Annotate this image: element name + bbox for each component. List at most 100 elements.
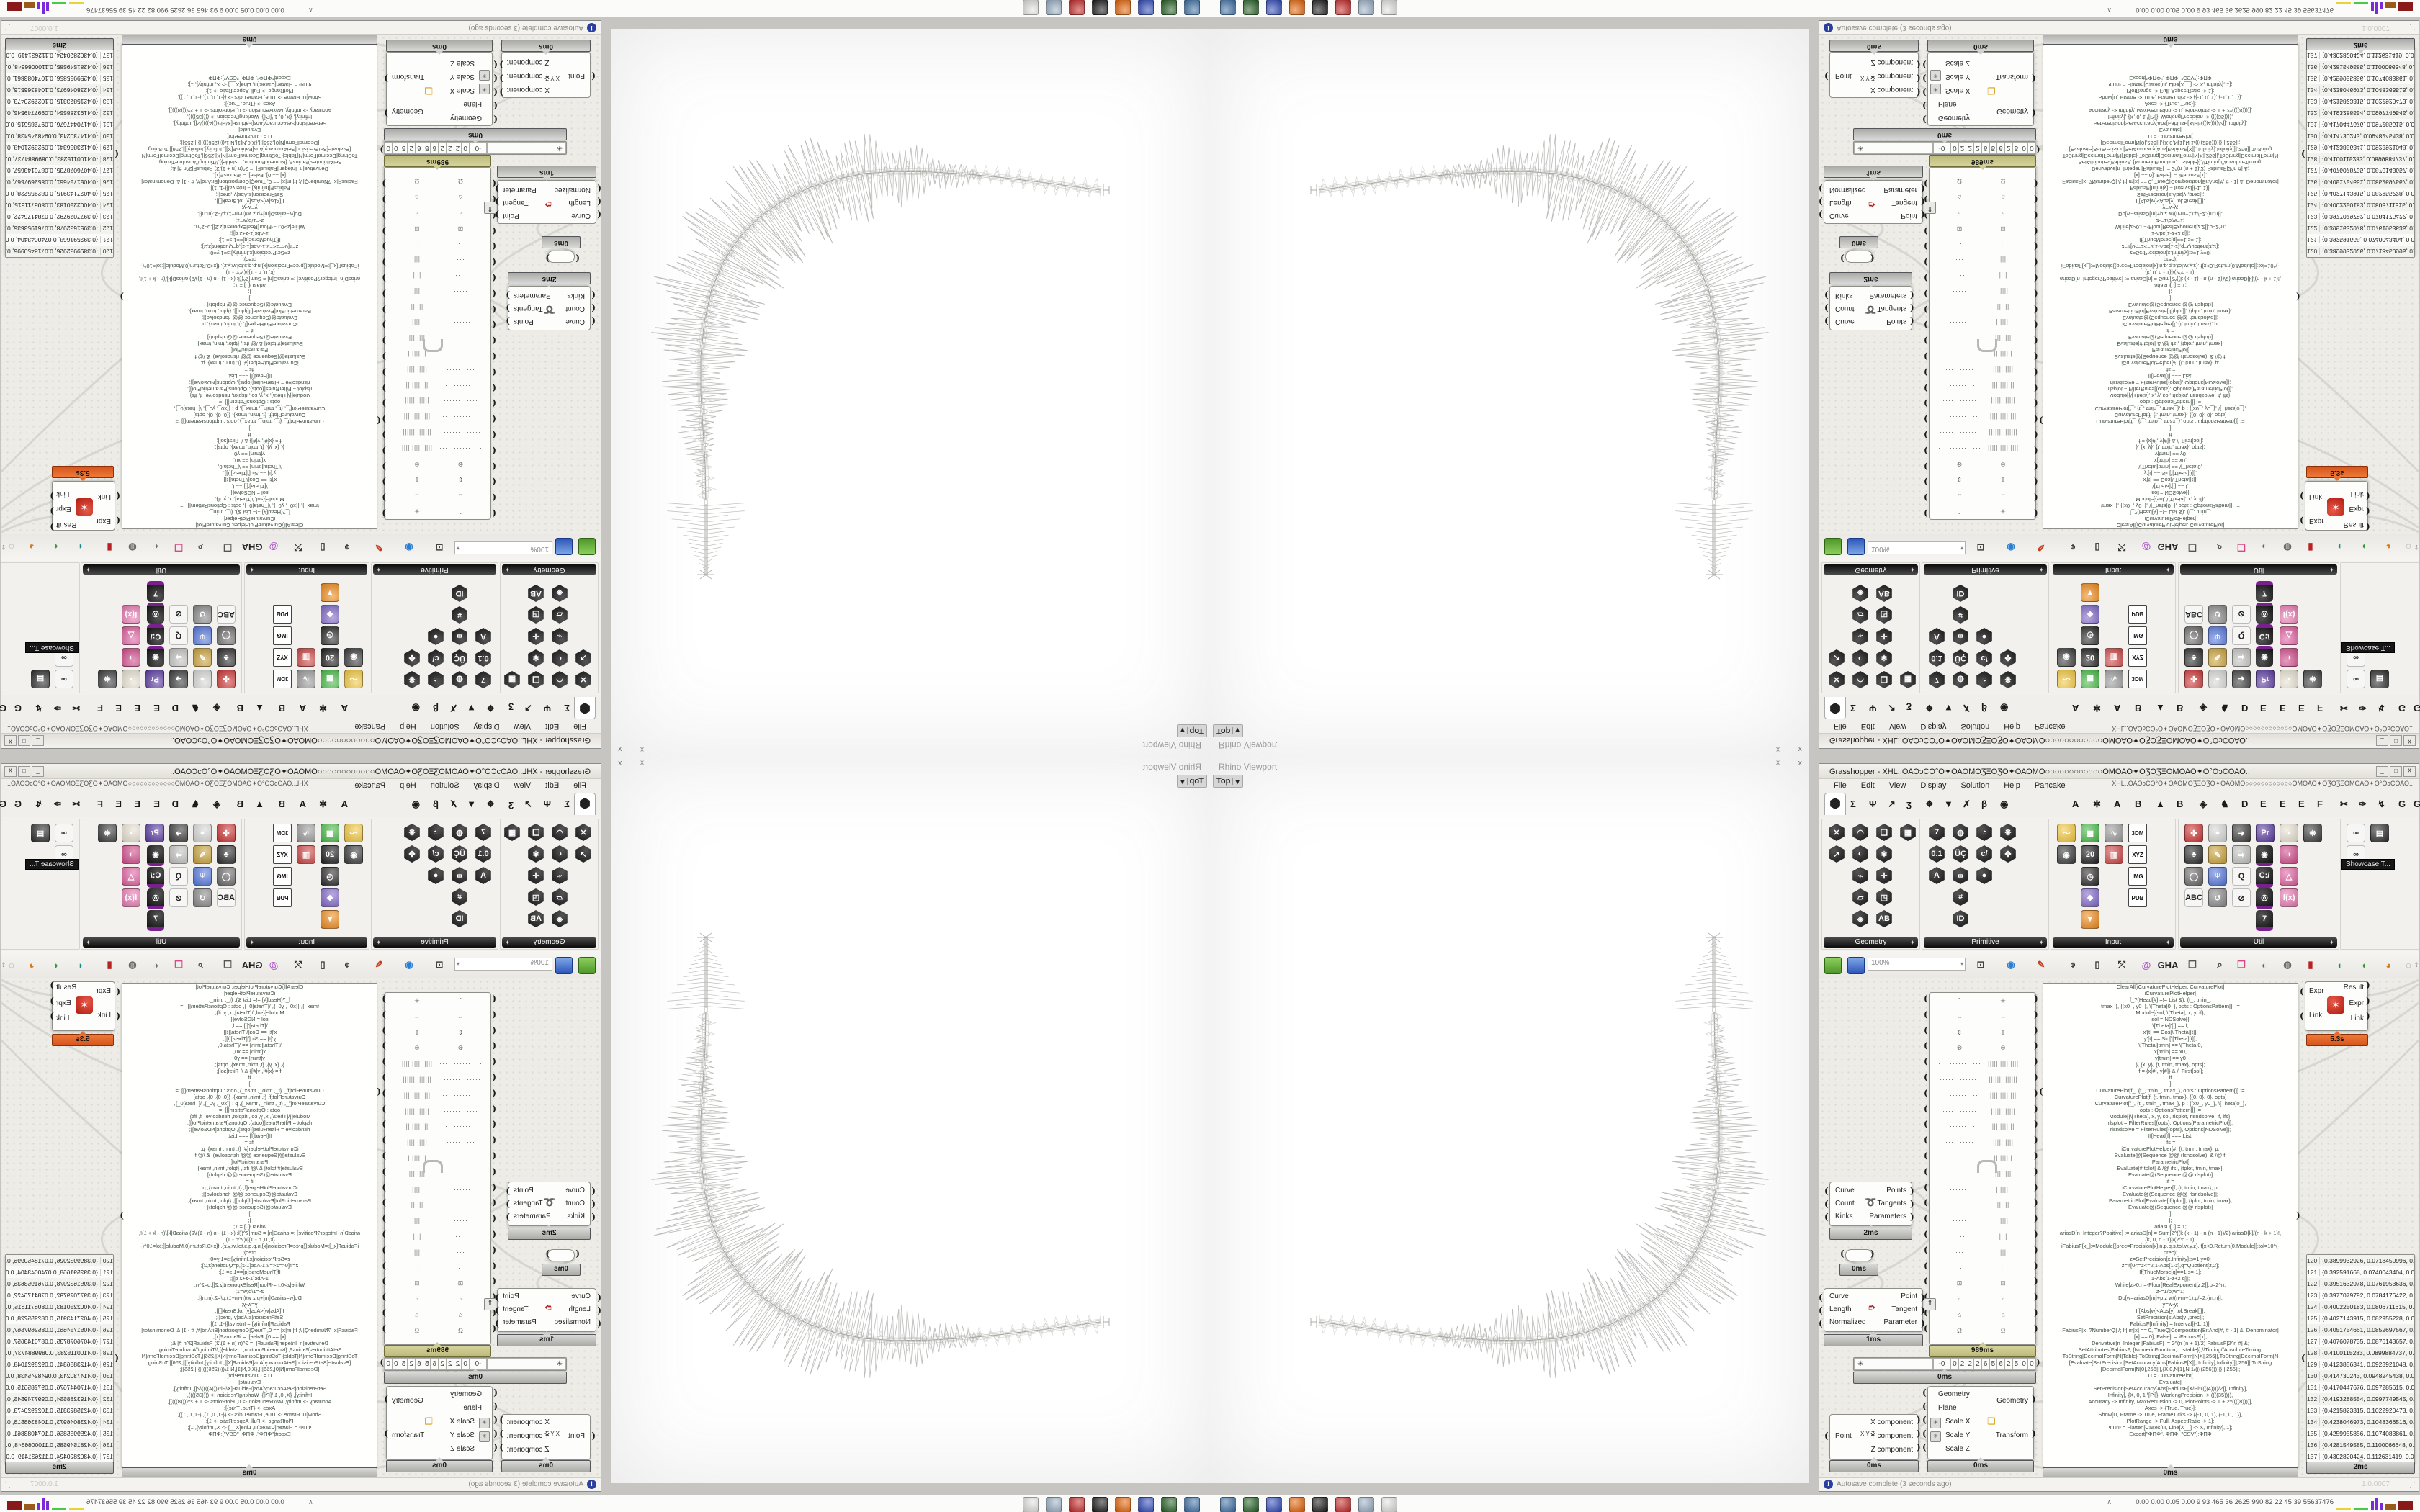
component-icon[interactable]: C:/ — [2256, 867, 2273, 888]
input-grip[interactable]: ( — [493, 101, 498, 111]
teal-jug-icon[interactable]: ◖ — [2336, 541, 2342, 553]
tab-addon[interactable]: ✲ — [2093, 798, 2101, 809]
component-icon[interactable]: ▦ — [1900, 824, 1916, 841]
scroll-grip-icon[interactable]: ⇕ — [1, 544, 6, 552]
tab-addon[interactable]: D — [2241, 798, 2249, 809]
tab-category-icon[interactable]: ʒ — [508, 798, 514, 809]
component-icon[interactable]: ▱ — [551, 606, 568, 624]
panel-menu-arrow[interactable]: ✦ — [2165, 566, 2171, 573]
output-grip[interactable]: ) — [382, 225, 386, 236]
green-jug-icon[interactable]: ◖ — [53, 959, 59, 971]
component-icon[interactable]: ▼ — [2081, 583, 2099, 602]
input-grip[interactable]: ( — [115, 1353, 119, 1363]
tab-addon[interactable]: ✲ — [319, 798, 327, 809]
deconstruct-point-component[interactable]: Point X component Y component Z component X … — [501, 52, 591, 98]
input-grip[interactable]: ( — [493, 60, 498, 70]
maximize-button[interactable]: □ — [18, 766, 30, 777]
output-grip[interactable]: ) — [382, 1182, 386, 1192]
menu-item-help[interactable]: Help — [2004, 781, 2020, 790]
maximize-button[interactable]: □ — [18, 735, 30, 746]
output-grip[interactable]: ) — [50, 980, 54, 990]
teal-jug-icon[interactable]: ◖ — [2336, 959, 2342, 971]
output-grip[interactable]: ) — [1917, 1415, 1921, 1425]
output-grip[interactable]: ) — [382, 1323, 386, 1333]
input-grip[interactable]: ( — [493, 1415, 498, 1425]
component-icon[interactable]: ● — [427, 867, 444, 884]
component-icon[interactable]: PDB — [2128, 888, 2147, 907]
component-icon[interactable]: ✕ — [575, 671, 592, 688]
output-grip[interactable]: ) — [382, 1056, 386, 1067]
input-grip[interactable]: ( — [591, 1212, 596, 1222]
component-icon[interactable]: ▤ — [31, 670, 50, 688]
component-icon[interactable]: ⇹ — [1952, 628, 1969, 645]
window-tool[interactable] — [1046, 1497, 1062, 1512]
axes-widget-icon[interactable]: ⤱ — [294, 959, 302, 970]
component-icon[interactable]: ↺ — [2208, 888, 2227, 907]
scroller-digit-cell[interactable]: 2 — [407, 142, 416, 154]
tab-addon[interactable]: ↯ — [35, 703, 42, 714]
input-grip[interactable]: ( — [1922, 87, 1927, 97]
black-fox-app[interactable] — [1092, 1497, 1108, 1512]
point-list-panel[interactable]: 120 {0.3899932926, 0.0718450996, 0.0} 121{… — [2306, 1254, 2415, 1463]
component-icon[interactable]: ✕ — [1829, 824, 1845, 841]
component-icon[interactable]: ● — [2208, 670, 2227, 688]
parameter-capsule[interactable] — [1845, 1249, 1873, 1261]
menu-item-display[interactable]: Display — [1920, 781, 1947, 790]
tab-category-icon[interactable]: Ψ — [1869, 703, 1877, 714]
display-preview-icon[interactable]: ◉ — [2007, 959, 2015, 970]
component-icon[interactable]: ID — [1953, 910, 1968, 927]
scroller-digit-cell[interactable]: 2 — [453, 142, 462, 154]
menu-item-solution[interactable]: Solution — [430, 722, 460, 731]
input-grip[interactable]: ( — [1924, 414, 1928, 425]
component-icon[interactable]: ∿ — [2105, 670, 2123, 688]
gallery-icon[interactable]: ▯ — [320, 542, 326, 553]
component-icon[interactable]: ▼ — [321, 583, 339, 602]
lens-dark-icon[interactable]: ◍ — [128, 959, 137, 970]
tab-category-icon[interactable]: ʒ — [1906, 798, 1912, 809]
input-grip[interactable]: ( — [1924, 1009, 1928, 1020]
output-grip[interactable]: ) — [382, 492, 386, 503]
output-grip[interactable]: ) — [2034, 1166, 2038, 1176]
component-icon[interactable]: ❋ — [403, 824, 421, 841]
tab-addon[interactable]: ♞ — [191, 798, 200, 809]
input-grip[interactable]: ( — [1924, 1025, 1928, 1035]
evaluate-length-component[interactable]: Curve Length Normalized Point Tangent Paramet… — [497, 180, 596, 224]
scroller-digit-cell[interactable]: 0 — [392, 1358, 400, 1370]
input-grip[interactable]: ( — [591, 1186, 596, 1196]
component-icon[interactable]: ◍ — [1953, 824, 1968, 841]
selection-region-icon[interactable]: ◌ — [2406, 959, 2411, 971]
orange-ball-icon[interactable]: ◕ — [29, 541, 35, 553]
input-grip[interactable]: ( — [1922, 114, 1927, 125]
tab-addon[interactable]: ◈ — [2200, 798, 2207, 809]
input-grip[interactable]: ( — [1924, 320, 1928, 330]
tab-addon[interactable]: E — [2280, 703, 2286, 714]
component-icon[interactable]: ◐ — [1852, 649, 1869, 667]
display-preview-icon[interactable]: ◉ — [405, 959, 413, 970]
axes-widget-icon[interactable]: ⤱ — [294, 542, 302, 553]
component-icon[interactable]: ❖ — [321, 888, 339, 907]
component-icon[interactable]: XYZ — [2128, 845, 2147, 864]
panel-menu-arrow[interactable]: ✦ — [2329, 566, 2334, 573]
evaluate-length-component[interactable]: Curve Length Normalized Point Tangent Paramet… — [1824, 1288, 1923, 1332]
output-grip[interactable]: ) — [2034, 1103, 2038, 1114]
component-icon[interactable]: PDB — [2128, 605, 2147, 624]
component-icon[interactable]: 3DM — [273, 824, 292, 842]
output-grip[interactable]: ) — [382, 288, 386, 299]
scroller-digit-cell[interactable]: 6 — [415, 1358, 424, 1370]
component-icon[interactable]: 7 — [2256, 581, 2273, 602]
output-grip[interactable]: ) — [1917, 60, 1921, 70]
inactive-app[interactable] — [1023, 0, 1039, 15]
component-icon[interactable]: ⇨ — [2232, 845, 2251, 864]
component-icon[interactable]: ♣ — [2184, 845, 2203, 864]
green-jug-icon[interactable]: ◖ — [2361, 541, 2367, 553]
output-grip[interactable]: ) — [2034, 508, 2038, 518]
input-grip[interactable]: ( — [492, 1135, 496, 1146]
component-icon[interactable]: 〜 — [2057, 824, 2076, 842]
disk-utility[interactable] — [1243, 1497, 1259, 1512]
output-grip[interactable]: ) — [506, 290, 510, 300]
panel-menu-arrow[interactable]: ✦ — [249, 566, 255, 573]
tab-addon[interactable]: E — [2260, 703, 2267, 714]
menu-item-solution[interactable]: Solution — [1960, 722, 1990, 731]
tab-category-icon[interactable]: Σ — [564, 703, 570, 714]
panel-menu-arrow[interactable]: ✦ — [2038, 566, 2044, 573]
